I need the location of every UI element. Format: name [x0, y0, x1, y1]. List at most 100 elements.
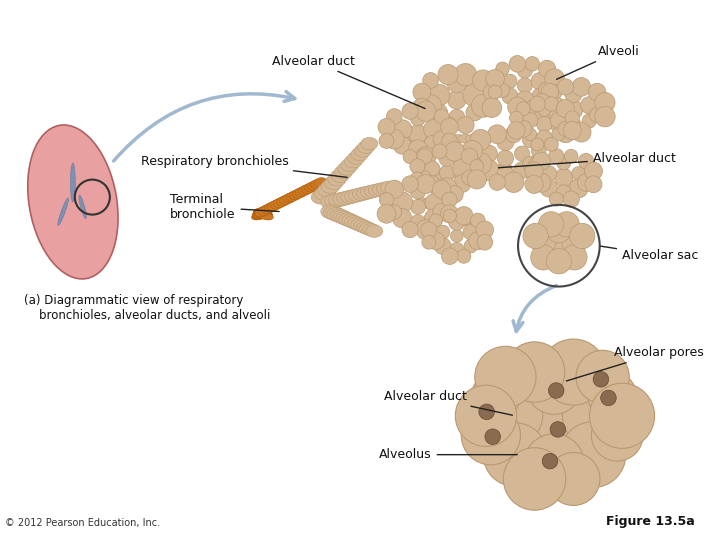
Ellipse shape	[456, 215, 469, 225]
Ellipse shape	[348, 188, 366, 202]
Circle shape	[565, 111, 580, 125]
Ellipse shape	[418, 172, 432, 181]
Circle shape	[403, 150, 417, 164]
Circle shape	[379, 133, 394, 148]
Ellipse shape	[311, 179, 325, 189]
Ellipse shape	[253, 209, 270, 217]
Circle shape	[572, 167, 585, 180]
Circle shape	[531, 245, 556, 270]
Circle shape	[588, 372, 636, 421]
Circle shape	[446, 186, 463, 203]
Circle shape	[497, 133, 514, 151]
Circle shape	[582, 114, 596, 128]
Ellipse shape	[289, 190, 303, 200]
Ellipse shape	[424, 134, 438, 143]
Circle shape	[438, 150, 456, 166]
Circle shape	[531, 144, 546, 158]
Circle shape	[432, 180, 451, 199]
Circle shape	[455, 207, 473, 225]
Ellipse shape	[420, 199, 434, 208]
Ellipse shape	[331, 169, 349, 183]
Circle shape	[547, 111, 568, 131]
Ellipse shape	[283, 193, 297, 203]
Ellipse shape	[353, 187, 371, 201]
Circle shape	[549, 148, 564, 164]
Circle shape	[410, 215, 426, 231]
Ellipse shape	[354, 220, 372, 232]
Circle shape	[469, 153, 492, 175]
Circle shape	[578, 153, 594, 169]
Ellipse shape	[333, 210, 351, 224]
Ellipse shape	[295, 187, 310, 197]
Circle shape	[409, 125, 427, 143]
Text: Terminal
bronchiole: Terminal bronchiole	[170, 193, 279, 221]
Circle shape	[424, 209, 443, 227]
Ellipse shape	[344, 155, 362, 168]
Circle shape	[413, 83, 431, 101]
Circle shape	[495, 83, 510, 97]
Ellipse shape	[321, 195, 340, 209]
Circle shape	[510, 111, 523, 125]
Circle shape	[436, 225, 450, 239]
Circle shape	[470, 159, 484, 173]
Circle shape	[576, 350, 629, 403]
Ellipse shape	[256, 210, 273, 218]
Circle shape	[557, 79, 574, 95]
Ellipse shape	[254, 209, 271, 217]
Circle shape	[428, 84, 450, 106]
Circle shape	[482, 98, 502, 118]
Ellipse shape	[357, 141, 374, 153]
Ellipse shape	[411, 173, 425, 182]
Circle shape	[546, 218, 572, 243]
Circle shape	[462, 170, 477, 185]
Circle shape	[539, 82, 556, 99]
Circle shape	[377, 205, 396, 223]
Ellipse shape	[325, 194, 344, 208]
Circle shape	[550, 98, 565, 113]
Circle shape	[560, 422, 626, 488]
Circle shape	[558, 122, 573, 137]
Circle shape	[410, 199, 426, 214]
Circle shape	[544, 138, 558, 151]
Circle shape	[513, 162, 531, 179]
Circle shape	[424, 176, 440, 191]
Ellipse shape	[448, 169, 462, 178]
Circle shape	[497, 166, 514, 184]
Text: Alveolar duct: Alveolar duct	[384, 390, 513, 415]
Ellipse shape	[445, 134, 459, 143]
Ellipse shape	[336, 212, 354, 225]
Ellipse shape	[377, 182, 394, 194]
Circle shape	[462, 140, 482, 161]
Ellipse shape	[58, 198, 68, 225]
Circle shape	[554, 212, 580, 237]
Circle shape	[425, 194, 442, 211]
Circle shape	[515, 120, 532, 138]
Circle shape	[483, 84, 500, 100]
Circle shape	[433, 203, 451, 221]
Ellipse shape	[325, 176, 343, 190]
Ellipse shape	[356, 221, 374, 234]
Circle shape	[532, 173, 551, 192]
Circle shape	[466, 104, 482, 121]
Circle shape	[539, 212, 564, 237]
Circle shape	[569, 179, 588, 198]
Ellipse shape	[267, 200, 282, 211]
Circle shape	[541, 83, 559, 101]
Circle shape	[550, 422, 566, 437]
Circle shape	[487, 125, 506, 144]
Circle shape	[503, 74, 517, 88]
Circle shape	[378, 118, 395, 136]
Circle shape	[385, 180, 403, 199]
Circle shape	[423, 72, 438, 89]
Ellipse shape	[429, 204, 443, 213]
Ellipse shape	[318, 183, 337, 197]
Circle shape	[402, 176, 418, 192]
Ellipse shape	[252, 211, 269, 219]
Circle shape	[531, 72, 549, 90]
Circle shape	[489, 174, 505, 191]
Circle shape	[485, 429, 500, 444]
Ellipse shape	[361, 186, 378, 199]
Circle shape	[546, 248, 572, 274]
Circle shape	[563, 122, 582, 139]
Circle shape	[463, 84, 486, 106]
